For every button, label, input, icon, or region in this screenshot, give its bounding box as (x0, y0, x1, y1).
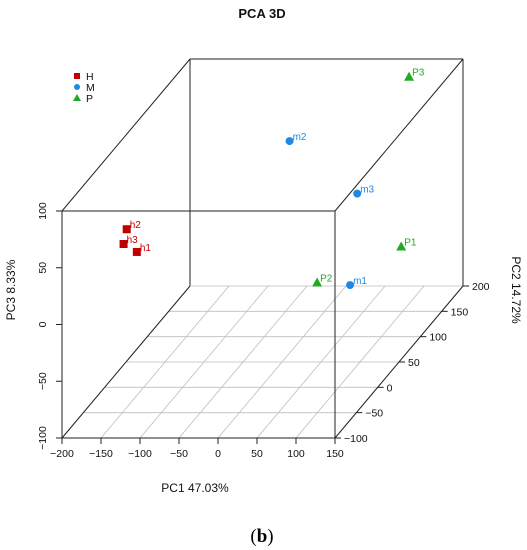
z-tick-label: 50 (37, 262, 49, 274)
point-label-h2: h2 (130, 220, 142, 231)
point-label-P2: P2 (320, 274, 333, 285)
y-tick-label: 150 (451, 306, 469, 318)
chart-title: PCA 3D (238, 6, 285, 21)
x-tick-label: −100 (128, 448, 152, 460)
point-label-P3: P3 (412, 68, 425, 79)
point-label-h1: h1 (140, 243, 152, 254)
point-m3 (353, 189, 362, 198)
legend-marker-H (74, 73, 80, 79)
x-tick-label: −150 (89, 448, 113, 460)
y-tick-label: −100 (344, 433, 368, 445)
point-m1 (346, 281, 355, 290)
point-P3 (404, 71, 415, 81)
point-label-h3: h3 (127, 235, 139, 246)
point-label-P1: P1 (404, 237, 417, 248)
x-tick-label: 150 (326, 448, 344, 460)
legend-label-H: H (86, 71, 94, 83)
caption-close: ) (267, 526, 273, 547)
point-label-m1: m1 (353, 276, 367, 287)
axis-ticks: −200 −150 −100 −50 0 50 100 150−100−50050100−10… (37, 202, 490, 460)
point-m2 (285, 137, 294, 146)
box-edge (61, 58, 191, 212)
point-P2 (312, 277, 323, 287)
caption-letter: b (257, 526, 268, 547)
box-back-edges (61, 58, 464, 286)
figure-caption: (b) (250, 526, 273, 547)
y-tick-label: −50 (365, 408, 383, 420)
z-tick-label: 0 (37, 321, 49, 327)
y-tick-label: 50 (408, 357, 420, 369)
legend: HMP (73, 71, 95, 105)
z-tick-label: 100 (37, 202, 49, 220)
point-label-m3: m3 (360, 185, 374, 196)
data-points: h1 h2 h3 m1 m2 m3 P1 P2 P3 (119, 68, 425, 290)
legend-marker-P (73, 94, 81, 101)
box-edge (334, 58, 464, 212)
legend-label-M: M (86, 82, 95, 94)
point-h3 (119, 239, 128, 248)
point-h2 (122, 225, 131, 234)
legend-label-P: P (86, 93, 93, 105)
y-axis-title: PC2 14.72% (509, 256, 523, 324)
legend-marker-M (74, 84, 80, 90)
x-tick-label: −50 (170, 448, 188, 460)
x-axis-title: PC1 47.03% (161, 481, 229, 495)
x-tick-label: −200 (50, 448, 74, 460)
y-tick-label: 0 (387, 382, 393, 394)
point-h1 (132, 247, 141, 256)
x-tick-label: 0 (215, 448, 221, 460)
z-tick-label: −50 (37, 372, 49, 390)
point-P1 (396, 241, 407, 251)
y-tick-label: 200 (472, 281, 490, 293)
x-tick-label: 100 (287, 448, 305, 460)
z-tick-label: −100 (37, 426, 49, 450)
caption-open: ( (250, 526, 256, 547)
x-tick-label: 50 (251, 448, 263, 460)
y-tick-label: 100 (429, 332, 447, 344)
z-axis-title: PC3 8.33% (4, 259, 18, 320)
point-label-m2: m2 (293, 132, 307, 143)
box-edge (61, 285, 191, 439)
